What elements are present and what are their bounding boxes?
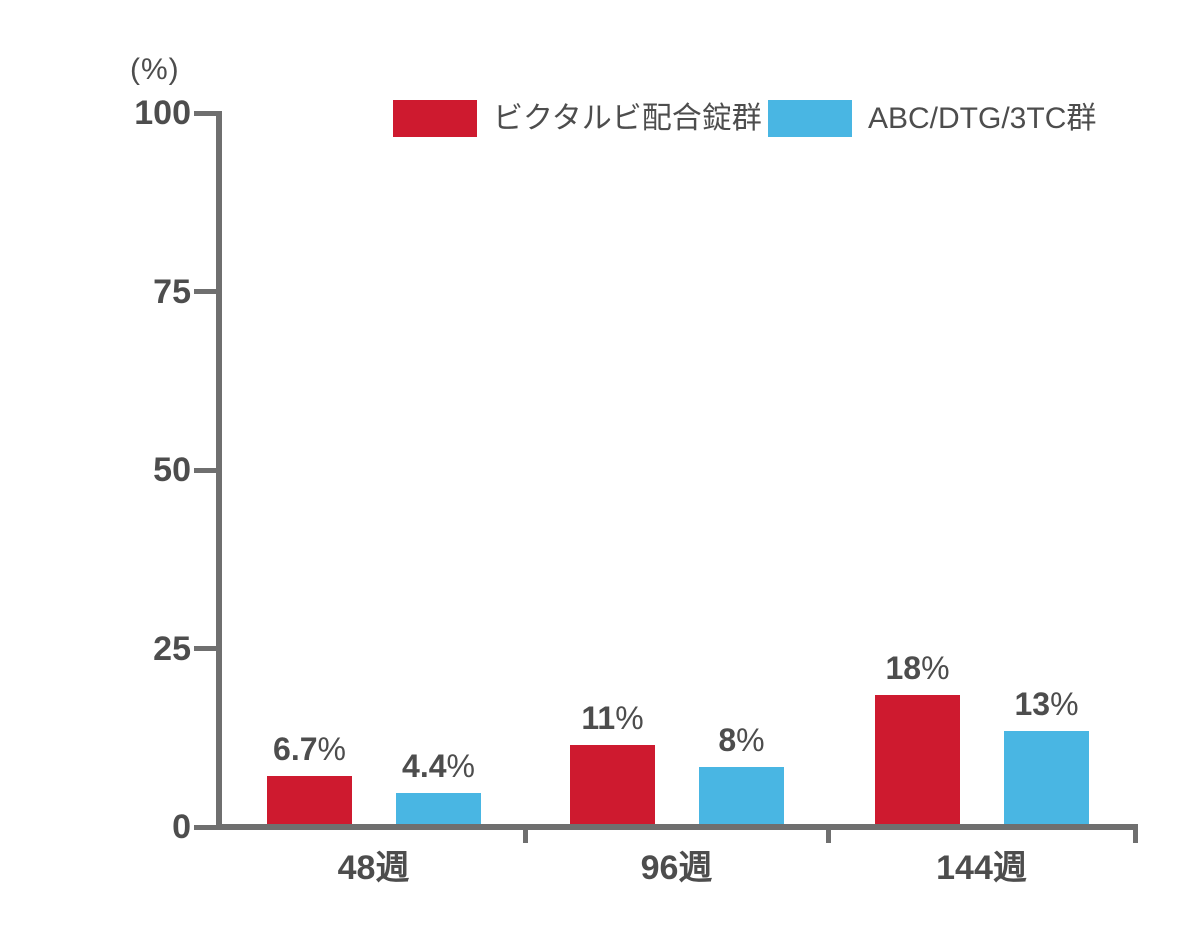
bar-value-label: 13%	[1014, 686, 1079, 722]
y-tick-label: 100	[134, 94, 191, 132]
legend-swatch-abc-dtg-3tc	[768, 100, 852, 137]
y-axis-line	[216, 111, 222, 830]
x-category-label: 96週	[640, 849, 713, 887]
y-tick-label: 25	[153, 630, 191, 668]
legend-swatch-bictarvy	[393, 100, 477, 137]
y-tick	[194, 289, 216, 294]
y-tick-label: 75	[153, 273, 191, 311]
y-tick	[194, 468, 216, 473]
y-tick	[194, 646, 216, 651]
x-tick	[826, 830, 831, 843]
legend-label-abc-dtg-3tc: ABC/DTG/3TC群	[868, 102, 1097, 135]
y-tick-label: 50	[153, 451, 191, 489]
x-category-label: 48週	[337, 849, 410, 887]
x-axis-line	[216, 824, 1138, 830]
bar-96週-series1	[570, 745, 655, 824]
y-axis-unit-label: (%)	[130, 53, 180, 86]
y-tick-label: 0	[172, 808, 191, 846]
legend-item-abc-dtg-3tc: ABC/DTG/3TC群	[768, 100, 1096, 137]
y-tick	[194, 111, 216, 116]
bar-144週-series2	[1004, 731, 1089, 824]
legend-label-bictarvy: ビクタルビ配合錠群	[493, 102, 762, 135]
x-tick	[523, 830, 528, 843]
x-tick	[1133, 830, 1138, 843]
x-category-label: 144週	[936, 849, 1027, 887]
bar-96週-series2	[699, 767, 784, 824]
bar-48週-series1	[267, 776, 352, 824]
bar-144週-series1	[875, 695, 960, 824]
legend-item-bictarvy: ビクタルビ配合錠群	[393, 100, 762, 137]
bar-value-label: 4.4%	[402, 748, 475, 784]
bar-value-label: 11%	[581, 700, 644, 736]
bar-48週-series2	[396, 793, 481, 824]
bar-value-label: 18%	[885, 650, 950, 686]
bar-value-label: 6.7%	[273, 731, 346, 767]
y-tick	[194, 825, 216, 830]
bar-value-label: 8%	[718, 722, 765, 758]
